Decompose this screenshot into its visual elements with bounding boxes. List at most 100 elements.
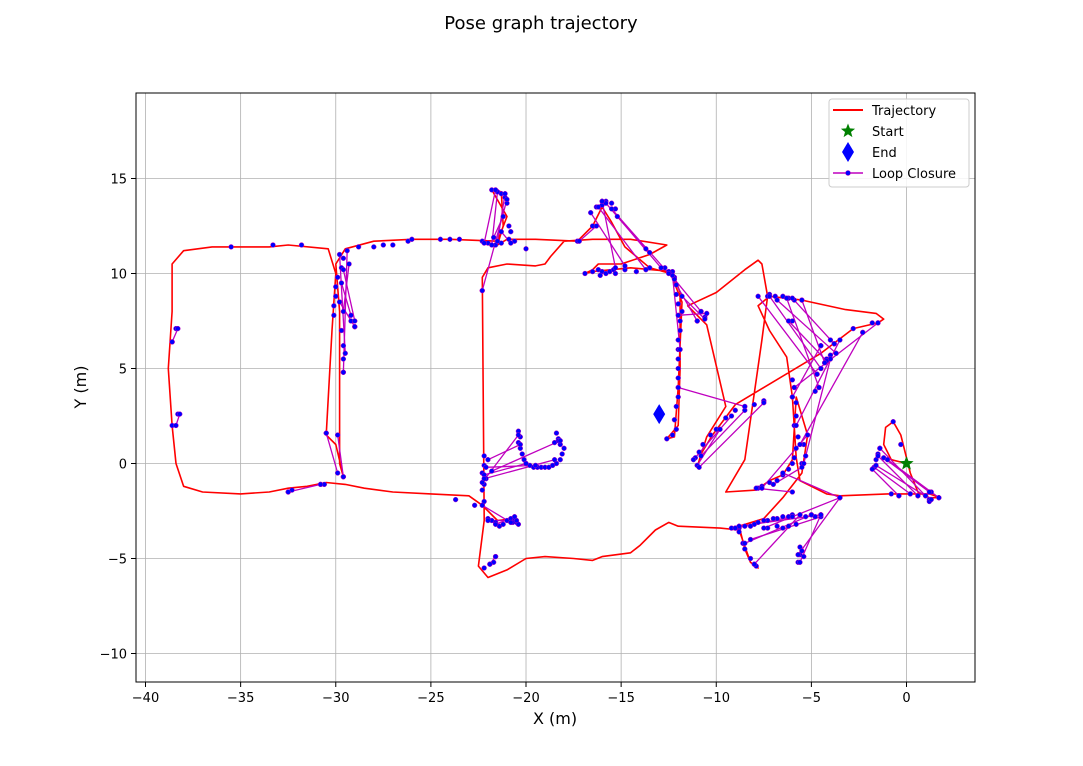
loop-closure-edge [597,206,647,271]
loop-closure-node [789,295,796,301]
trajectory-layer [167,189,942,579]
legend: Trajectory Start End Loop Closure [828,98,970,188]
loop-closure-node [774,523,780,529]
loop-closure-node [506,223,512,229]
loop-closure-node [633,268,640,275]
loop-closure-node [860,329,866,336]
loop-closure-node [742,403,748,410]
loop-closure-node [340,356,347,362]
loop-closure-node [804,432,811,438]
loop-closure-node [517,441,523,448]
loop-closure-node [589,268,596,275]
loop-closure-node [799,548,805,554]
loop-closure-node [915,493,921,499]
loop-closure-node [479,479,485,486]
loop-closure-node [614,213,620,220]
end-marker [653,404,666,425]
loop-closure-node [498,229,504,235]
loop-closure-node [742,546,748,552]
loop-closure-node [704,310,710,317]
x-tick-label: −25 [417,691,444,706]
loop-closure-node [789,377,796,383]
loop-closure-node [869,466,875,472]
loop-closure-node [479,287,485,294]
x-tick-label: −35 [227,691,254,706]
loop-closure-node [675,356,681,362]
loop-closure-node [774,297,780,303]
loop-closure-node [759,485,765,491]
loop-closure-node [803,453,809,459]
loop-closure-node [698,308,704,315]
loop-closure-edge [744,514,812,544]
loop-closure-edge [578,225,597,242]
loop-closure-node [785,466,792,472]
legend-trajectory-label: Trajectory [871,104,936,119]
loop-closure-node [336,251,343,258]
loop-closure-node [770,481,776,488]
loop-closure-node [877,445,883,451]
loop-closure-node [643,246,649,252]
loop-closure-node [481,565,487,571]
loop-closure-node [801,553,807,560]
loop-closure-node [761,400,767,406]
loop-closure-node [732,525,738,531]
loop-closure-node [698,453,704,459]
loop-closure-node [335,432,341,438]
loop-closure-node [837,337,843,343]
loop-closure-edge [671,275,681,350]
x-tick-label: −30 [322,691,349,706]
loop-closure-node [677,327,683,334]
loop-closure-node [784,295,790,301]
loop-closure-node [673,403,679,410]
loop-closure-node [827,337,834,343]
loop-closure-node [576,238,582,244]
loop-closure-node [702,316,708,322]
loop-closure-node [515,432,522,438]
loop-closure-node [761,525,767,531]
loop-closure-nodes [169,187,942,571]
loop-closure-node [789,514,796,520]
loop-closure-edge [769,295,822,369]
loop-closure-node [487,561,493,567]
loop-closure-node [352,324,358,330]
loop-closure-node [797,512,803,518]
x-tick-label: −5 [802,691,821,706]
y-tick-label: 5 [119,363,127,378]
plot-frame [135,92,976,683]
loop-closure-edge [797,497,841,556]
loop-closure-node [340,267,347,273]
loop-closure-node [789,394,796,400]
loop-closure-edge [877,455,919,497]
loop-closure-node [338,280,345,286]
loop-closure-node [822,360,828,366]
loop-closure-edge [337,434,345,477]
loop-closure-node [333,284,339,290]
loop-closure-node [669,432,676,438]
loop-closure-node [355,244,362,250]
loop-closure-node [795,434,801,440]
x-tick-label: −40 [132,691,159,706]
loop-closure-node [793,413,799,419]
loop-closure-node [753,485,759,491]
loop-closure-node [336,299,343,305]
loop-closure-node [175,325,181,332]
loop-closure-node [793,445,799,451]
loop-closure-node [728,413,735,419]
loop-closure-node [340,343,347,349]
loop-closure-node [747,523,754,529]
loop-closure-edge [788,320,828,362]
loop-closure-node [723,415,729,421]
loop-closure-edge [601,201,617,268]
loop-closure-node [508,240,514,246]
start-marker [899,456,914,470]
loop-closure-node [508,519,514,526]
loop-closure-edge [678,386,745,408]
loop-closure-node [780,470,786,476]
loop-closure-node [502,191,508,197]
loop-closure-node [694,318,700,324]
loop-closure-node [557,457,563,463]
loop-closure-node [622,263,628,269]
loop-closure-edge [776,299,837,354]
loop-closure-node [595,204,601,210]
